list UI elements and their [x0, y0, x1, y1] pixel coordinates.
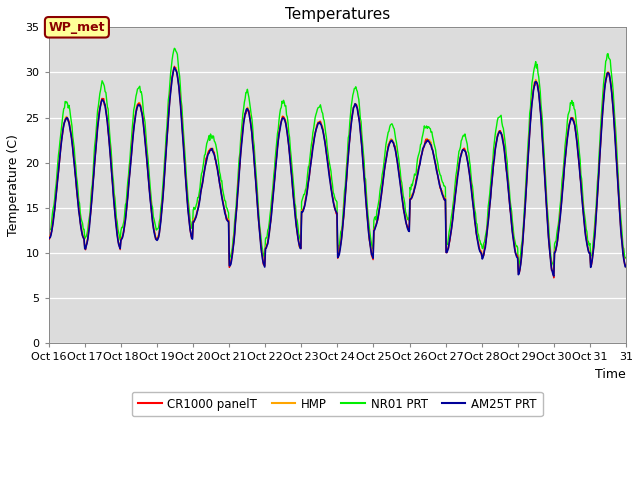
Legend: CR1000 panelT, HMP, NR01 PRT, AM25T PRT: CR1000 panelT, HMP, NR01 PRT, AM25T PRT — [132, 392, 543, 417]
Text: WP_met: WP_met — [49, 21, 105, 34]
X-axis label: Time: Time — [595, 368, 626, 381]
Title: Temperatures: Temperatures — [285, 7, 390, 22]
Y-axis label: Temperature (C): Temperature (C) — [7, 134, 20, 236]
